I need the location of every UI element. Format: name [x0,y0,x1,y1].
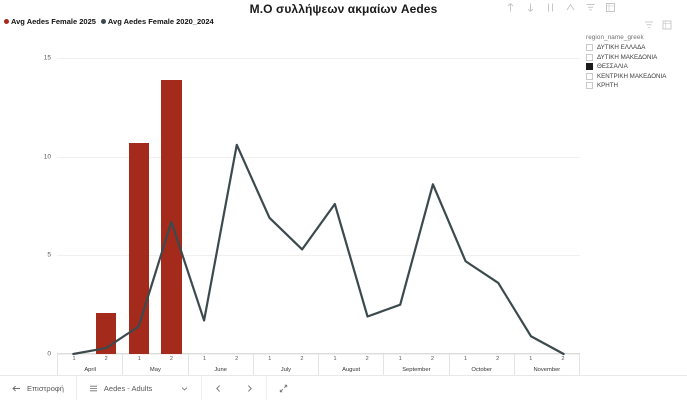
filter-option[interactable]: ΘΕΣΣΑΛΙΑ [586,63,687,70]
x-axis-month-label: April [84,367,96,373]
x-axis-period-label: 2 [365,356,369,362]
chevron-left-icon[interactable] [214,384,223,393]
focus-mode-icon[interactable] [605,2,616,13]
legend-label-bar: Avg Aedes Female 2025 [11,17,96,26]
checkbox-icon[interactable] [586,44,593,51]
filter-option-label: ΚΕΝΤΡΙΚΗ ΜΑΚΕΔΟΝΙΑ [597,72,667,80]
checkbox-icon[interactable] [586,72,593,80]
x-axis-period-label: 2 [561,356,565,362]
filter-icon[interactable] [644,20,654,30]
dataset-selector[interactable]: Aedes - Adults [77,375,203,400]
checkbox-icon[interactable] [586,82,593,89]
list-icon [89,384,98,393]
x-axis-month-group: 1 2 July [252,354,318,376]
chart-toolbar [505,2,616,13]
x-axis-period-label: 2 [496,356,500,362]
filter-option[interactable]: ΚΡΗΤΗ [586,82,687,89]
chevron-down-icon[interactable] [180,384,189,393]
sort-ascend-icon[interactable] [505,2,516,13]
y-axis-tick-label: 0 [47,350,51,358]
back-button[interactable]: Επιστροφή [0,375,77,400]
x-axis-month-group: 1 2 October [448,354,514,376]
x-axis-period-label: 2 [169,356,173,362]
back-button-label: Επιστροφή [27,383,64,393]
legend-swatch-bar [4,19,9,24]
x-axis-baseline [57,353,580,354]
bar-series [57,58,580,354]
x-axis-period-label: 1 [72,356,76,362]
x-axis-period-label: 2 [430,356,434,362]
x-axis-month-label: July [280,367,292,373]
line-series [57,58,580,356]
x-axis-period-label: 1 [398,356,402,362]
x-axis-month-label: November [533,367,561,373]
chevron-right-icon[interactable] [245,384,254,393]
expand-icon [279,384,288,393]
x-axis-period-label: 1 [529,356,533,362]
filter-option-label: ΚΡΗΤΗ [597,82,618,89]
page-nav [202,375,268,400]
x-axis-period-label: 1 [333,356,337,362]
filter-option[interactable]: ΔΥΤΙΚΗ ΕΛΛΑΔΑ [586,44,687,51]
gridline [57,255,580,257]
x-axis-month-group: 1 2 August [318,354,383,376]
x-axis-month-label: September [402,367,431,373]
filter-option-label: ΔΥΤΙΚΗ ΕΛΛΑΔΑ [597,44,646,51]
legend-swatch-line [100,19,106,24]
x-axis-period-label: 1 [268,356,272,362]
bottom-toolbar: Επιστροφή Aedes - Adults [0,375,687,400]
bar[interactable] [161,79,182,354]
x-axis: 1 2 April 1 2 May 1 2 June 1 2 July 1 2 August 1 2 Septem… [57,354,580,376]
bar[interactable] [128,142,149,354]
y-axis-tick-label: 10 [43,153,51,161]
expand-button[interactable] [267,376,300,400]
x-axis-month-label: October [471,367,492,373]
chart-plot-area[interactable]: 0 5 10 15 [44,55,580,358]
legend-entry-line[interactable]: Avg Aedes Female 2020_2024 [100,17,214,26]
filter-option-label: ΔΥΤΙΚΗ ΜΑΚΕΔΟΝΙΑ [597,53,658,61]
gridline [57,156,580,158]
dataset-selector-label: Aedes - Adults [103,383,153,393]
y-axis-tick-label: 5 [47,251,51,259]
x-axis-month-group: 1 2 May [122,354,187,376]
x-axis-period-label: 1 [464,356,468,362]
x-axis-period-label: 2 [104,356,108,362]
sort-bars-desc-icon[interactable] [545,2,556,13]
filter-icon[interactable] [585,2,596,13]
x-axis-month-group: 1 2 June [187,354,253,376]
x-axis-month-label: August [342,367,361,373]
x-axis-month-group: 1 2 November [513,354,580,376]
checkbox-icon[interactable] [586,53,593,61]
filter-option[interactable]: ΚΕΝΤΡΙΚΗ ΜΑΚΕΔΟΝΙΑ [586,72,687,80]
checkbox-icon[interactable] [586,63,593,70]
filter-option-label: ΘΕΣΣΑΛΙΑ [597,63,628,70]
arrow-left-icon [12,384,21,393]
filter-option[interactable]: ΔΥΤΙΚΗ ΜΑΚΕΔΟΝΙΑ [586,53,687,61]
x-axis-period-label: 2 [300,356,304,362]
legend-label-line: Avg Aedes Female 2020_2024 [107,17,214,26]
x-axis-month-label: May [149,367,161,373]
gridline [57,58,580,59]
filter-field-name: region_name_greek [586,34,644,41]
x-axis-month-group: 1 2 September [383,354,448,376]
sort-bars-asc-icon[interactable] [565,2,576,13]
series-legend: Avg Aedes Female 2025 Avg Aedes Female 2… [4,17,214,26]
page-title: Μ.Ο συλλήψεων ακμαίων Aedes [249,2,438,16]
focus-mode-icon[interactable] [662,20,672,30]
filter-panel-toolbar [644,20,672,30]
x-axis-period-label: 1 [137,356,141,362]
filter-options-list: ΔΥΤΙΚΗ ΕΛΛΑΔΑ ΔΥΤΙΚΗ ΜΑΚΕΔΟΝΙΑ ΘΕΣΣΑΛΙΑ ΚΕΝ… [586,44,687,89]
x-axis-period-label: 2 [235,356,239,362]
legend-entry-bar[interactable]: Avg Aedes Female 2025 [4,17,96,26]
x-axis-period-label: 1 [203,356,207,362]
y-axis-tick-label: 15 [43,54,51,62]
sort-descend-icon[interactable] [525,2,536,13]
x-axis-month-label: June [214,367,227,373]
x-axis-month-group: 1 2 April [57,354,122,376]
region-filter-panel: region_name_greek ΔΥΤΙΚΗ ΕΛΛΑΔΑ ΔΥΤΙΚΗ ΜΑ… [586,20,687,89]
